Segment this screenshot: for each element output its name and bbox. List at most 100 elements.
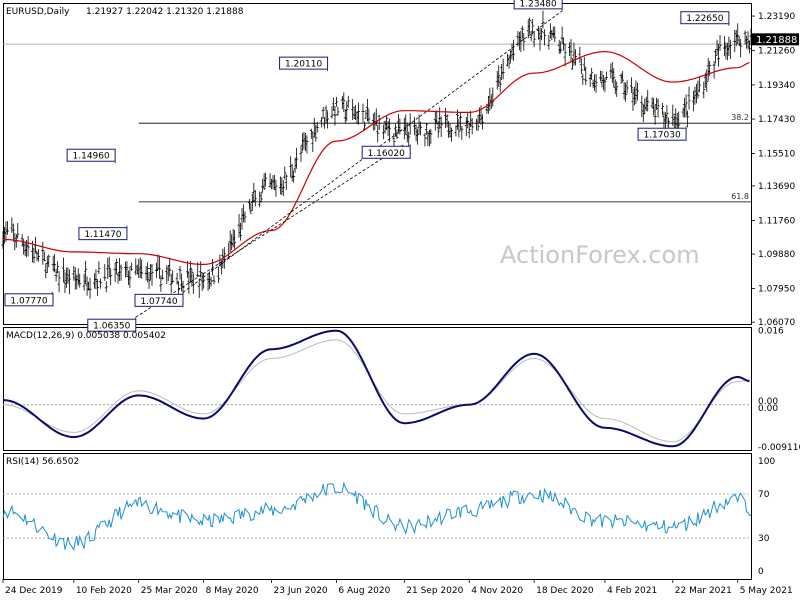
fib-level-label: 61.8 bbox=[731, 192, 749, 201]
price-annotation-label: 1.16020 bbox=[368, 149, 405, 159]
price-annotation: 1.23480 bbox=[513, 0, 563, 11]
trend-line bbox=[135, 143, 405, 318]
price-bar bbox=[233, 230, 237, 249]
price-bar bbox=[423, 133, 427, 147]
current-price-marker bbox=[752, 33, 799, 46]
rsi-plot bbox=[2, 481, 752, 552]
macd-axis-label: 0.00 bbox=[758, 404, 778, 414]
price-bar bbox=[61, 257, 65, 283]
price-bar bbox=[249, 203, 253, 215]
price-bar bbox=[511, 39, 515, 61]
price-bar bbox=[94, 269, 98, 290]
price-bar bbox=[32, 247, 36, 264]
x-axis-label: 4 Feb 2021 bbox=[607, 586, 657, 596]
price-bar bbox=[393, 123, 397, 137]
price-bar bbox=[476, 115, 480, 131]
price-bar bbox=[160, 269, 164, 280]
x-axis: 24 Dec 2019 10 Feb 2020 25 Mar 2020 8 May 2… bbox=[2, 579, 793, 596]
price-bar bbox=[579, 58, 583, 75]
price-bar bbox=[590, 67, 594, 80]
price-bar bbox=[529, 30, 533, 42]
price-bar bbox=[604, 71, 608, 81]
price-bar bbox=[696, 80, 700, 99]
price-bar bbox=[210, 258, 214, 276]
price-annotation: 1.22650 bbox=[680, 11, 730, 26]
price-bar bbox=[11, 223, 15, 242]
price-bar bbox=[522, 33, 526, 51]
x-axis-label: 23 Jun 2020 bbox=[274, 586, 328, 596]
price-bar bbox=[312, 117, 316, 138]
price-bar bbox=[712, 61, 716, 79]
fib-level-label: 38.2 bbox=[731, 113, 749, 122]
watermark: ActionForex.com bbox=[500, 241, 700, 269]
price-annotation-label: 1.14960 bbox=[73, 152, 110, 162]
price-bar bbox=[541, 10, 545, 29]
price-bar bbox=[147, 271, 151, 289]
price-bar bbox=[53, 254, 57, 273]
price-levels: 38.2 61.8 bbox=[3, 43, 751, 203]
price-axis-label: 1.17430 bbox=[758, 115, 795, 125]
price-bar bbox=[333, 105, 337, 126]
price-bar bbox=[95, 279, 99, 296]
price-bar bbox=[103, 264, 107, 281]
price-bar bbox=[470, 118, 474, 135]
price-bar bbox=[424, 123, 428, 135]
price-annotations: 1.07770 1.14960 1.11470 1.06350 1.07740 1.201… bbox=[4, 0, 730, 332]
price-bar bbox=[436, 121, 440, 138]
price-bar bbox=[547, 34, 551, 50]
price-axis-label: 1.07950 bbox=[758, 285, 795, 295]
header-ohlc: 1.21927 1.22042 1.21320 1.21888 bbox=[86, 7, 244, 17]
rsi-axis-label: 70 bbox=[758, 490, 770, 500]
price-bar bbox=[569, 39, 573, 63]
macd-axis-label: -0.009116 bbox=[758, 443, 800, 453]
price-bar bbox=[323, 117, 327, 129]
price-bar bbox=[635, 82, 639, 101]
x-axis-label: 8 May 2020 bbox=[206, 586, 259, 596]
price-bar bbox=[128, 266, 132, 288]
macd-axis-label: 0.00 bbox=[758, 397, 778, 407]
price-bar bbox=[78, 273, 82, 288]
price-bar bbox=[345, 101, 349, 122]
price-bar bbox=[264, 172, 268, 187]
price-bar bbox=[705, 69, 709, 92]
current-price-label: 1.21888 bbox=[756, 35, 797, 46]
macd-plot bbox=[2, 329, 751, 448]
x-axis-label: 10 Feb 2020 bbox=[76, 586, 132, 596]
price-bar bbox=[457, 119, 461, 138]
price-annotation: 1.14960 bbox=[66, 148, 116, 164]
price-bar bbox=[177, 281, 181, 297]
price-bar bbox=[88, 277, 92, 299]
price-bar bbox=[334, 96, 338, 107]
price-bar bbox=[419, 121, 423, 136]
price-annotation-label: 1.07740 bbox=[140, 297, 177, 307]
price-panel-frame bbox=[3, 3, 752, 325]
price-axis-label: 1.13690 bbox=[758, 182, 795, 192]
price-bar bbox=[259, 191, 263, 203]
price-bar bbox=[243, 211, 247, 223]
price-bar bbox=[104, 281, 108, 293]
price-bar bbox=[466, 112, 470, 129]
price-axis-label: 1.15510 bbox=[758, 149, 795, 159]
price-bar bbox=[283, 166, 287, 180]
header-symbol: EURUSD,Daily bbox=[6, 7, 70, 17]
price-bar bbox=[748, 40, 752, 54]
price-bar bbox=[169, 273, 173, 294]
price-bar bbox=[98, 278, 102, 289]
price-bar bbox=[594, 74, 598, 93]
price-axis-label: 1.09880 bbox=[758, 250, 795, 260]
price-bar bbox=[531, 18, 535, 34]
x-axis-label: 21 Sep 2020 bbox=[406, 586, 463, 596]
price-bar bbox=[542, 29, 546, 46]
price-bar bbox=[687, 86, 691, 110]
price-bar bbox=[140, 259, 144, 279]
price-bar bbox=[702, 81, 706, 99]
price-annotation: 1.11470 bbox=[78, 225, 128, 241]
price-bar bbox=[665, 105, 669, 124]
price-bar bbox=[367, 109, 371, 123]
price-bar bbox=[47, 254, 51, 268]
price-bar bbox=[119, 264, 123, 281]
price-bar bbox=[528, 17, 532, 34]
price-annotation-label: 1.20110 bbox=[285, 60, 322, 70]
x-axis-label: 24 Dec 2019 bbox=[5, 586, 63, 596]
price-bar bbox=[67, 269, 71, 295]
